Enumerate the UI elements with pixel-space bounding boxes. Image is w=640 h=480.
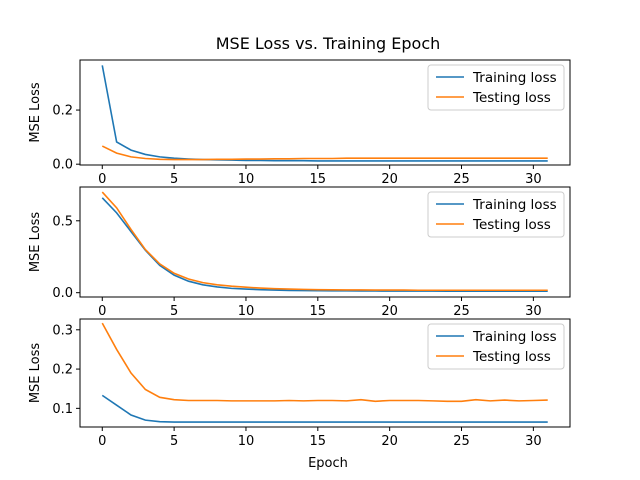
series-line-training-2 xyxy=(101,197,548,293)
x-tick-label: 10 xyxy=(238,434,255,449)
x-tick-label: 5 xyxy=(170,304,178,319)
x-tick-label: 15 xyxy=(310,172,327,187)
x-axis-label: Epoch xyxy=(308,456,348,471)
x-tick-label: 15 xyxy=(310,434,327,449)
legend-label: Training loss xyxy=(472,329,557,345)
series-line-training-1 xyxy=(101,65,548,162)
x-tick-label: 25 xyxy=(453,172,470,187)
x-tick-label: 20 xyxy=(381,172,398,187)
x-tick-label: 20 xyxy=(381,304,398,319)
chart-title: MSE Loss vs. Training Epoch xyxy=(216,34,441,53)
x-tick-label: 15 xyxy=(310,304,327,319)
y-tick-label: 0.5 xyxy=(52,214,73,229)
legend-label: Training loss xyxy=(472,70,557,86)
legend: Training loss Testing loss xyxy=(427,323,565,370)
x-tick-label: 30 xyxy=(525,172,542,187)
axes-frame-1 xyxy=(79,59,571,166)
x-tick-label: 0 xyxy=(98,304,106,319)
axes-frame-2 xyxy=(79,186,571,298)
x-tick-label: 30 xyxy=(525,434,542,449)
axes-frame-3 xyxy=(79,318,571,428)
legend-label: Testing loss xyxy=(472,217,551,233)
x-tick-label: 30 xyxy=(525,304,542,319)
y-tick-label: 0.2 xyxy=(52,363,73,378)
legend-label: Training loss xyxy=(472,197,557,213)
x-tick-label: 0 xyxy=(98,172,106,187)
y-axis-label: MSE Loss xyxy=(28,82,43,143)
y-tick-label: 0.1 xyxy=(52,402,73,417)
y-tick-label: 0.3 xyxy=(52,323,73,338)
x-tick-label: 5 xyxy=(170,434,178,449)
y-axis-label: MSE Loss xyxy=(28,343,43,404)
x-tick-label: 25 xyxy=(453,304,470,319)
x-tick-label: 5 xyxy=(170,172,178,187)
y-tick-label: 0.0 xyxy=(52,286,73,301)
x-tick-label: 20 xyxy=(381,434,398,449)
y-tick-label: 0.0 xyxy=(52,158,73,173)
series-line-testing-3 xyxy=(101,322,548,403)
y-axis-label: MSE Loss xyxy=(28,212,43,273)
x-tick-label: 25 xyxy=(453,434,470,449)
series-line-testing-1 xyxy=(101,145,548,161)
legend-label: Testing loss xyxy=(472,90,551,106)
legend: Training loss Testing loss xyxy=(427,64,565,111)
series-line-training-3 xyxy=(101,394,548,423)
x-tick-label: 10 xyxy=(238,304,255,319)
y-tick-label: 0.2 xyxy=(52,104,73,119)
x-tick-label: 0 xyxy=(98,434,106,449)
subplot-3: 0 5 10 15 20 25 30 0.1 0.2 0.3 MSE Loss Training lo… xyxy=(28,318,571,449)
legend: Training loss Testing loss xyxy=(427,191,565,238)
legend-label: Testing loss xyxy=(472,349,551,365)
series-line-testing-2 xyxy=(101,191,548,292)
x-tick-label: 10 xyxy=(238,172,255,187)
